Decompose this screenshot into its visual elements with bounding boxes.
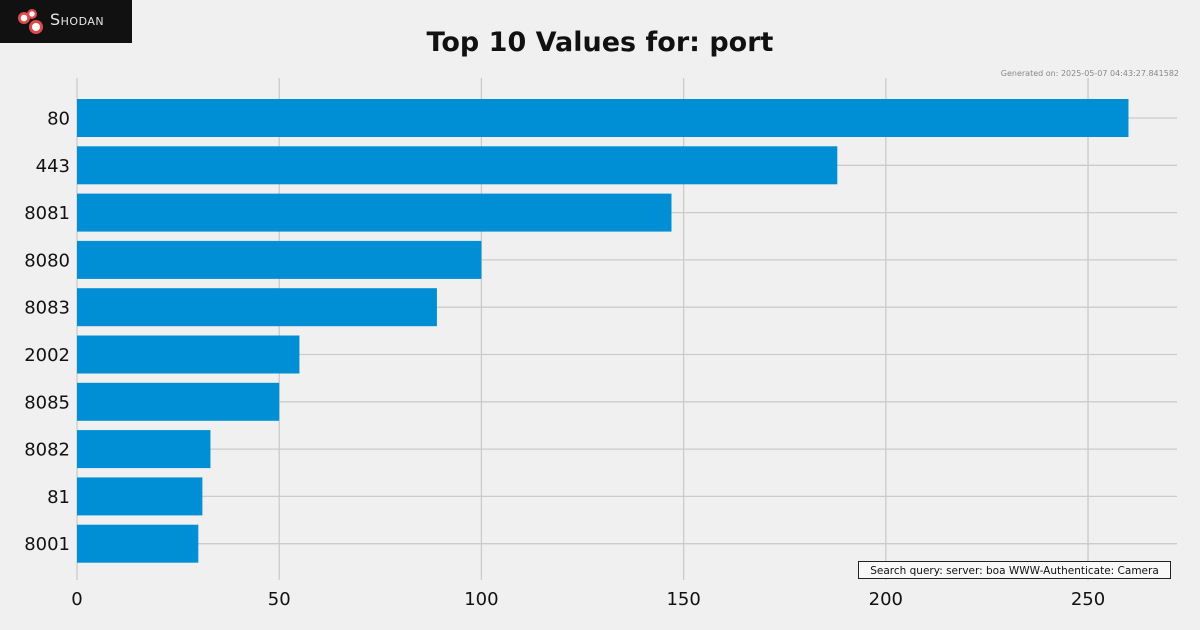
x-tick-label: 0 — [71, 589, 82, 610]
bar-81 — [77, 477, 203, 516]
bar-layer — [77, 99, 1129, 563]
y-tick-label: 8080 — [24, 250, 70, 271]
bar-2002 — [77, 335, 300, 374]
x-tick-label: 250 — [1071, 589, 1105, 610]
shodan-logo-icon — [18, 9, 43, 34]
shodan-logo[interactable]: Shodan — [0, 0, 132, 43]
x-tick-label: 50 — [268, 589, 291, 610]
shodan-logo-text: Shodan — [50, 10, 105, 29]
y-tick-label: 8081 — [24, 203, 70, 224]
y-tick-label: 8083 — [24, 298, 70, 319]
bar-8080 — [77, 240, 482, 279]
y-tick-label: 81 — [47, 487, 70, 508]
bar-8082 — [77, 430, 211, 469]
y-tick-label: 80 — [47, 109, 70, 130]
y-tick-label: 8085 — [24, 392, 70, 413]
bar-8083 — [77, 288, 437, 327]
y-tick-label: 2002 — [24, 345, 70, 366]
y-tick-label: 443 — [36, 156, 70, 177]
y-tick-label: 8001 — [24, 534, 70, 555]
search-query-box: Search query: server: boa WWW-Authentica… — [858, 561, 1171, 579]
bar-8001 — [77, 524, 199, 563]
bar-80 — [77, 99, 1129, 137]
label-layer: 0 50 100 150 200 250 80 443 8081 8080 8083 2002 8085… — [24, 109, 1105, 611]
y-tick-label: 8082 — [24, 440, 70, 461]
x-tick-label: 150 — [666, 589, 700, 610]
x-tick-label: 200 — [869, 589, 903, 610]
bar-8081 — [77, 193, 672, 232]
generated-timestamp: Generated on: 2025-05-07 04:43:27.841582 — [1000, 69, 1179, 78]
chart-title: Top 10 Values for: port — [426, 27, 774, 58]
bar-8085 — [77, 382, 280, 421]
x-tick-label: 100 — [464, 589, 498, 610]
bar-443 — [77, 146, 838, 185]
